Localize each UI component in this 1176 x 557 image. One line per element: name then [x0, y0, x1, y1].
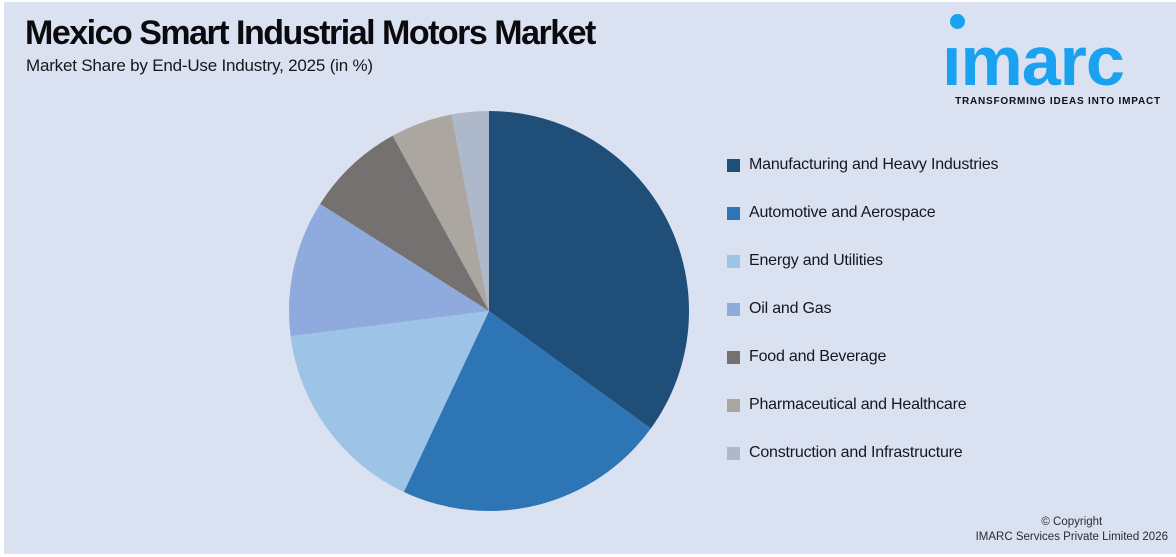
legend-item: Food and Beverage	[727, 347, 886, 367]
legend-swatch	[727, 302, 740, 316]
chart-canvas: Mexico Smart Industrial Motors Market Ma…	[4, 2, 1176, 554]
legend-swatch	[727, 350, 740, 364]
legend-item-label: Food and Beverage	[749, 348, 887, 365]
legend-item: Energy and Utilities	[727, 251, 883, 271]
legend-swatch	[727, 158, 740, 172]
legend-swatch	[727, 206, 740, 220]
copyright: © Copyright IMARC Services Private Limit…	[976, 515, 1168, 545]
legend-item: Pharmaceutical and Healthcare	[727, 395, 967, 415]
copyright-line2: IMARC Services Private Limited 2026	[975, 531, 1168, 544]
pie-slice-manufacturing-and-heavy-industries	[489, 111, 689, 429]
legend-item: Oil and Gas	[727, 299, 831, 319]
legend-swatch	[727, 446, 740, 460]
legend-item-label: Manufacturing and Heavy Industries	[749, 156, 999, 173]
legend-item-label: Pharmaceutical and Healthcare	[749, 396, 967, 413]
legend-item-label: Energy and Utilities	[749, 252, 883, 269]
page-subtitle: Market Share by End-Use Industry, 2025 (…	[26, 56, 373, 75]
pie-slice-oil-and-gas	[289, 203, 489, 337]
page-title: Mexico Smart Industrial Motors Market	[25, 14, 596, 52]
pie-chart	[289, 111, 689, 512]
legend-item-label: Automotive and Aerospace	[749, 204, 936, 221]
legend-item-label: Construction and Infrastructure	[749, 444, 963, 461]
legend-item-label: Oil and Gas	[749, 300, 832, 317]
copyright-line1: © Copyright	[1041, 516, 1103, 529]
imarc-logo: ımarc TRANSFORMING IDEAS INTO IMPACT	[940, 8, 1176, 110]
pie-slice-food-and-beverage	[320, 135, 489, 311]
logo-i-dot-icon	[950, 14, 965, 29]
pie-slice-automotive-and-aerospace	[403, 311, 651, 512]
logo-wordmark: ımarc	[942, 22, 1125, 100]
pie-slice-construction-and-infrastructure	[451, 111, 489, 311]
legend-swatch	[727, 398, 740, 412]
pie-slice-energy-and-utilities	[290, 311, 489, 492]
legend-swatch	[727, 254, 740, 268]
legend-item: Manufacturing and Heavy Industries	[727, 155, 999, 175]
legend-item: Construction and Infrastructure	[727, 443, 963, 463]
legend-item: Automotive and Aerospace	[727, 203, 936, 223]
pie-slice-pharmaceutical-and-healthcare	[392, 114, 489, 311]
logo-tagline: TRANSFORMING IDEAS INTO IMPACT	[955, 96, 1161, 107]
